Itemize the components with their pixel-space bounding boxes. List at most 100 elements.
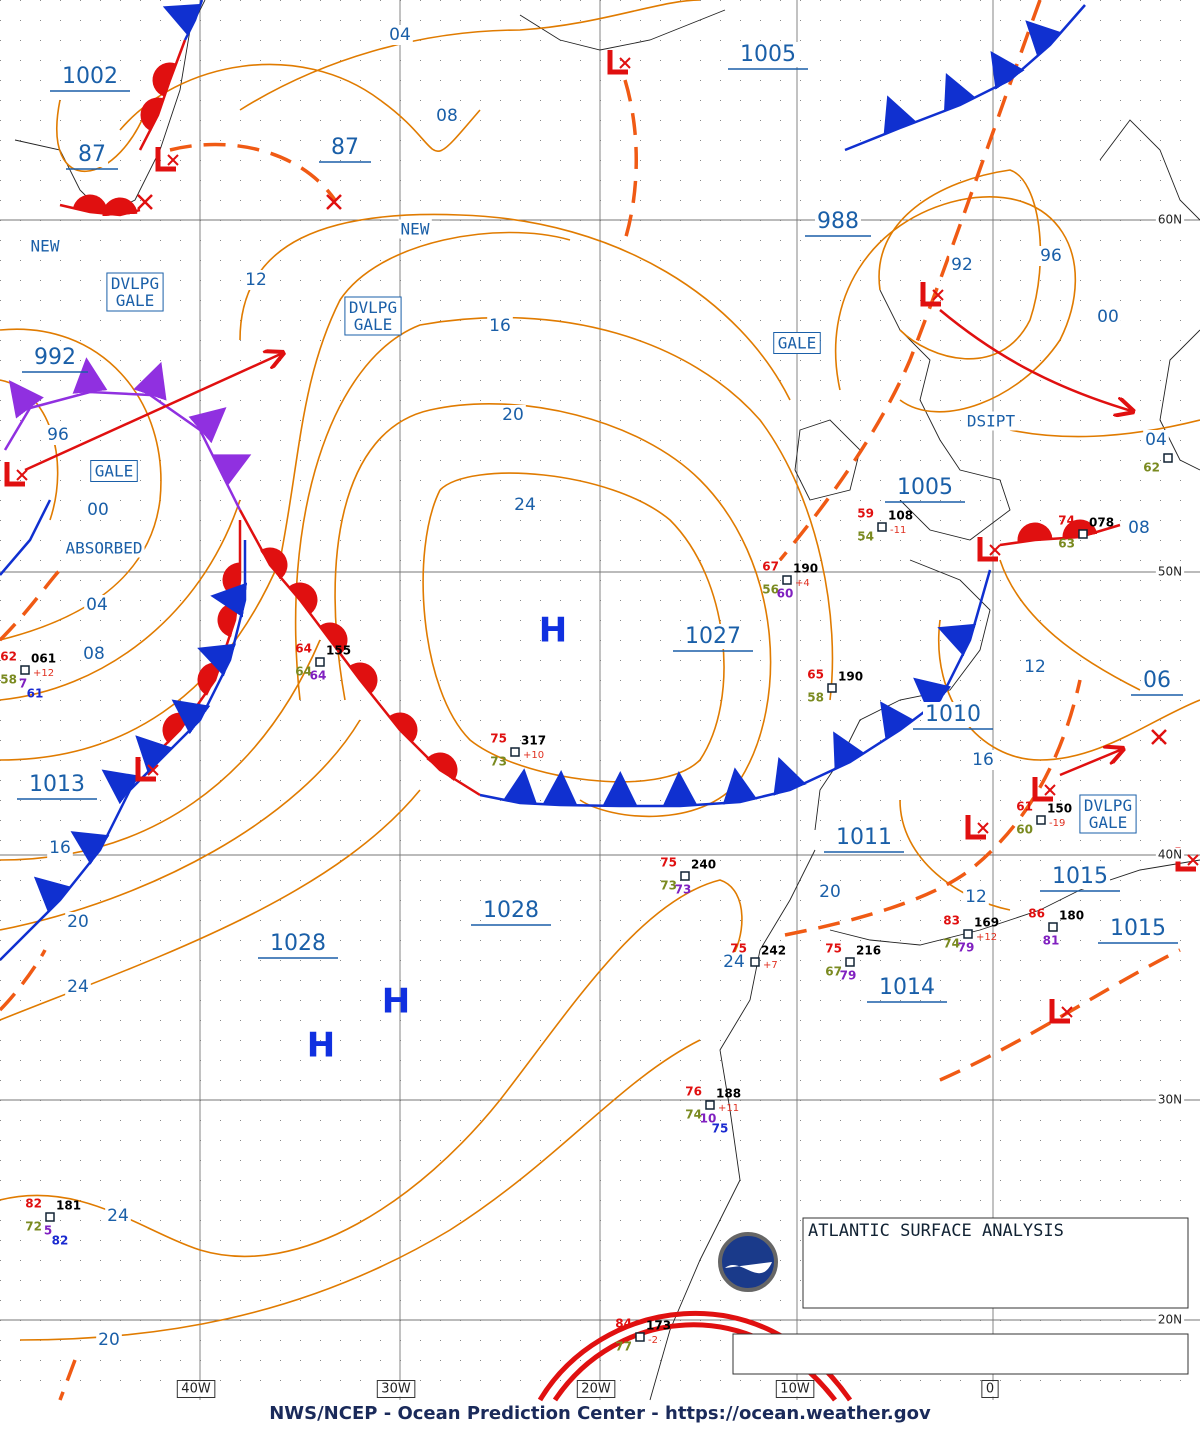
station-tendency: +10 <box>523 750 544 761</box>
station-pressure: 242 <box>761 944 786 958</box>
isobar-label: 08 <box>83 644 105 664</box>
station-symbol <box>705 1100 715 1110</box>
info-box <box>802 1217 1189 1309</box>
station-tendency: +7 <box>763 960 778 971</box>
latitude-label: 30N <box>1158 1093 1182 1107</box>
pressure-center-label: 87 <box>331 135 359 160</box>
station-temperature: 82 <box>25 1197 42 1211</box>
isobar-label: 24 <box>723 952 745 972</box>
warning-text-bg <box>398 219 432 239</box>
station-value: 61 <box>27 687 44 701</box>
station-dewpoint: 67 <box>825 965 842 979</box>
warning-text-bg <box>28 236 62 256</box>
station-symbol <box>1036 815 1046 825</box>
isobar-label-bg <box>949 255 975 275</box>
warning-box <box>773 332 821 354</box>
high-center: H <box>382 982 410 1022</box>
station-symbol <box>315 657 325 667</box>
longitude-label-bg <box>579 1381 613 1397</box>
pressure-center-label-bg <box>329 135 361 160</box>
warning-text: DSIPT <box>967 412 1016 431</box>
isobar-label: 04 <box>86 595 108 615</box>
station-tendency: +12 <box>976 932 997 943</box>
pressure-center-label-bg <box>1050 864 1110 889</box>
pressure-center-label-bg <box>923 702 983 727</box>
station-pressure: 190 <box>793 562 818 576</box>
pressure-center-label: 1027 <box>685 624 741 649</box>
noaa-logo <box>718 1232 778 1292</box>
isobar-label: 12 <box>245 270 267 290</box>
station-pressure: 190 <box>838 670 863 684</box>
station-value: 79 <box>840 969 857 983</box>
dissipated-markers <box>137 194 1167 745</box>
isobar-label-bg <box>1095 307 1121 327</box>
isobar-label-bg <box>65 977 91 997</box>
station-temperature: 86 <box>1028 907 1045 921</box>
station-dewpoint: 63 <box>1058 537 1075 551</box>
station-symbol <box>963 929 973 939</box>
station-pressure: 155 <box>326 644 351 658</box>
longitude-label: 30W <box>381 1382 411 1397</box>
warning-text: GALE <box>1089 813 1128 832</box>
isobar-label: 20 <box>98 1330 120 1350</box>
isobar-label-bg <box>512 495 538 515</box>
station-pressure: 108 <box>888 509 913 523</box>
pressure-center-label: 1010 <box>925 702 981 727</box>
isobar-label: 24 <box>67 977 89 997</box>
station-temperature: 59 <box>857 507 874 521</box>
station-dewpoint: 56 <box>762 583 779 597</box>
pressure-center-label: 1028 <box>270 931 326 956</box>
pressure-center-label-bg <box>27 772 87 797</box>
isobar-label: 24 <box>514 495 536 515</box>
station-temperature: 61 <box>1016 800 1033 814</box>
station-value: 5 <box>44 1224 52 1238</box>
station-symbol <box>782 575 792 585</box>
isobar-label-bg <box>963 887 989 907</box>
isobar-label: 08 <box>436 106 458 126</box>
pressure-center-label: 1011 <box>836 825 892 850</box>
pressure-center-label: 87 <box>78 142 106 167</box>
station-dewpoint: 77 <box>615 1340 632 1354</box>
isobar-label-bg <box>105 1206 131 1226</box>
longitude-box <box>576 1380 616 1398</box>
station-value: 75 <box>712 1122 729 1136</box>
pressure-center-label-bg <box>738 42 798 67</box>
warning-text: DVLPG <box>111 274 159 293</box>
latitude-label: 50N <box>1158 565 1182 579</box>
station-temperature: 67 <box>762 560 779 574</box>
station-symbol <box>45 1212 55 1222</box>
isobar-label-bg <box>1038 246 1064 266</box>
latitude-label-bg <box>1155 212 1185 227</box>
station-dewpoint: 62 <box>1143 461 1160 475</box>
isobar-label-bg <box>1022 657 1048 677</box>
station-pressure: 240 <box>691 858 716 872</box>
pressure-center-label: 1005 <box>897 475 953 500</box>
latitude-label: 40N <box>1158 848 1182 862</box>
pressure-center-label-bg <box>76 142 108 167</box>
longitude-box <box>176 1380 216 1398</box>
station-temperature: 74 <box>1058 514 1075 528</box>
warning-text: ABSORBED <box>65 539 142 558</box>
isobar-label-bg <box>434 106 460 126</box>
pressure-center-label: 1013 <box>29 772 85 797</box>
isobar-label: 08 <box>1128 518 1150 538</box>
station-value: 60 <box>777 587 794 601</box>
isobar-label-bg <box>387 25 413 45</box>
pressure-center-label-bg <box>877 975 937 1000</box>
station-pressure: 181 <box>56 1199 81 1213</box>
isobar-label-bg <box>81 644 107 664</box>
isobar-label: 04 <box>389 25 411 45</box>
station-symbol <box>877 522 887 532</box>
warning-box <box>1079 794 1137 834</box>
warning-box <box>106 272 164 312</box>
station-temperature: 75 <box>730 942 747 956</box>
latitude-label-bg <box>1155 1092 1185 1107</box>
longitude-label-bg <box>778 1381 812 1397</box>
station-symbol <box>750 957 760 967</box>
isobar-label: 16 <box>49 838 71 858</box>
footer: NWS/NCEP - Ocean Prediction Center - htt… <box>269 1403 931 1424</box>
isobar-label-bg <box>47 838 73 858</box>
isobar-label-bg <box>970 750 996 770</box>
latitude-label: 60N <box>1158 213 1182 227</box>
